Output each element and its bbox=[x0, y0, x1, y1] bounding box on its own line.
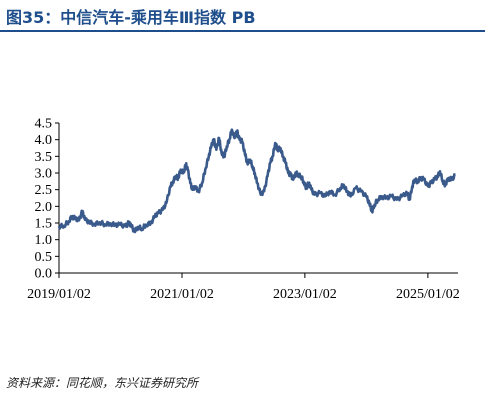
title-rule bbox=[0, 30, 485, 32]
y-tick-label: 2.0 bbox=[35, 200, 53, 215]
y-tick-label: 4.0 bbox=[35, 133, 53, 148]
series-line-0 bbox=[57, 128, 457, 234]
y-tick-label: 0.5 bbox=[35, 250, 53, 265]
x-tick-label: 2023/01/02 bbox=[273, 287, 337, 302]
y-tick-label: 1.0 bbox=[35, 233, 53, 248]
source-note: 资料来源：同花顺，东兴证券研究所 bbox=[6, 376, 199, 390]
y-tick-label: 1.5 bbox=[35, 217, 53, 232]
x-tick-label: 2025/01/02 bbox=[396, 287, 460, 302]
y-tick-label: 2.5 bbox=[35, 183, 53, 198]
x-tick-label: 2021/01/02 bbox=[150, 287, 214, 302]
y-tick-label: 0.0 bbox=[35, 267, 53, 282]
y-tick-label: 4.5 bbox=[35, 117, 53, 132]
y-tick-label: 3.0 bbox=[35, 167, 53, 182]
chart-title: 图35：中信汽车-乘用车Ⅲ指数 PB bbox=[6, 8, 256, 27]
y-tick-label: 3.5 bbox=[35, 150, 53, 165]
x-tick-label: 2019/01/02 bbox=[27, 287, 91, 302]
